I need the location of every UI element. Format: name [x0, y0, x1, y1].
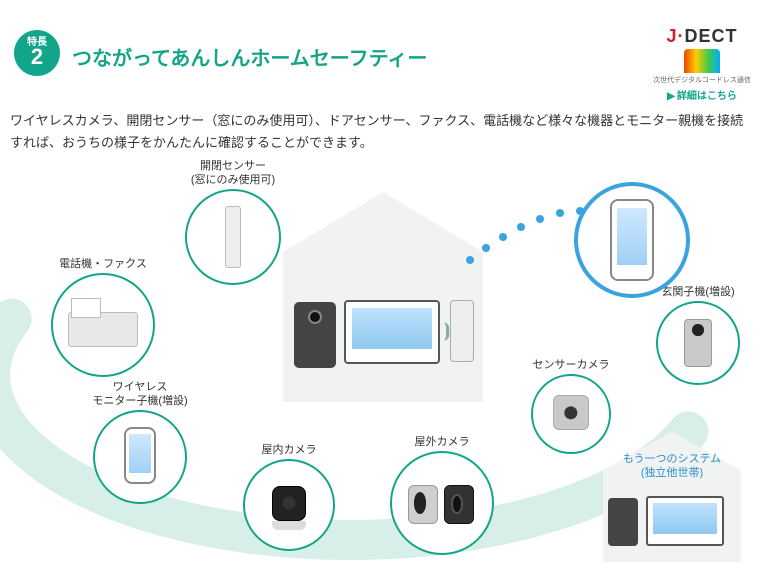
path-dot: [482, 244, 490, 252]
diagram-canvas: 特長 2 つながってあんしんホームセーフティー J·DECT 次世代デジタルコー…: [0, 0, 770, 576]
sub-system-label: もう一つのシステム (独立他世帯): [602, 452, 742, 481]
sub-intercom: [608, 498, 638, 546]
node-phone-fax: [51, 273, 155, 377]
node-sensor-cam: [531, 374, 611, 454]
hub-handset: [450, 300, 474, 362]
node-label-outdoor-cam: 屋外カメラ: [372, 435, 512, 449]
node-outdoor-cam: [390, 451, 494, 555]
node-label-wireless-child: ワイヤレス モニター子機(増設): [70, 380, 210, 409]
sub-monitor: [646, 496, 724, 546]
node-wireless-child: [93, 410, 187, 504]
node-smartphone: [574, 182, 690, 298]
node-entry-unit: [656, 301, 740, 385]
path-dot: [556, 209, 564, 217]
hub-intercom: [294, 302, 336, 368]
hub-monitor: [344, 300, 440, 364]
path-dot: [536, 215, 544, 223]
path-dot: [466, 256, 474, 264]
node-sensor: [185, 189, 281, 285]
node-label-sensor-cam: センサーカメラ: [501, 358, 641, 372]
node-label-indoor-cam: 屋内カメラ: [219, 443, 359, 457]
path-dot: [517, 223, 525, 231]
node-indoor-cam: [243, 459, 335, 551]
node-label-sensor: 開閉センサー (窓にのみ使用可): [163, 159, 303, 188]
path-dot: [499, 233, 507, 241]
node-label-phone-fax: 電話機・ファクス: [33, 257, 173, 271]
